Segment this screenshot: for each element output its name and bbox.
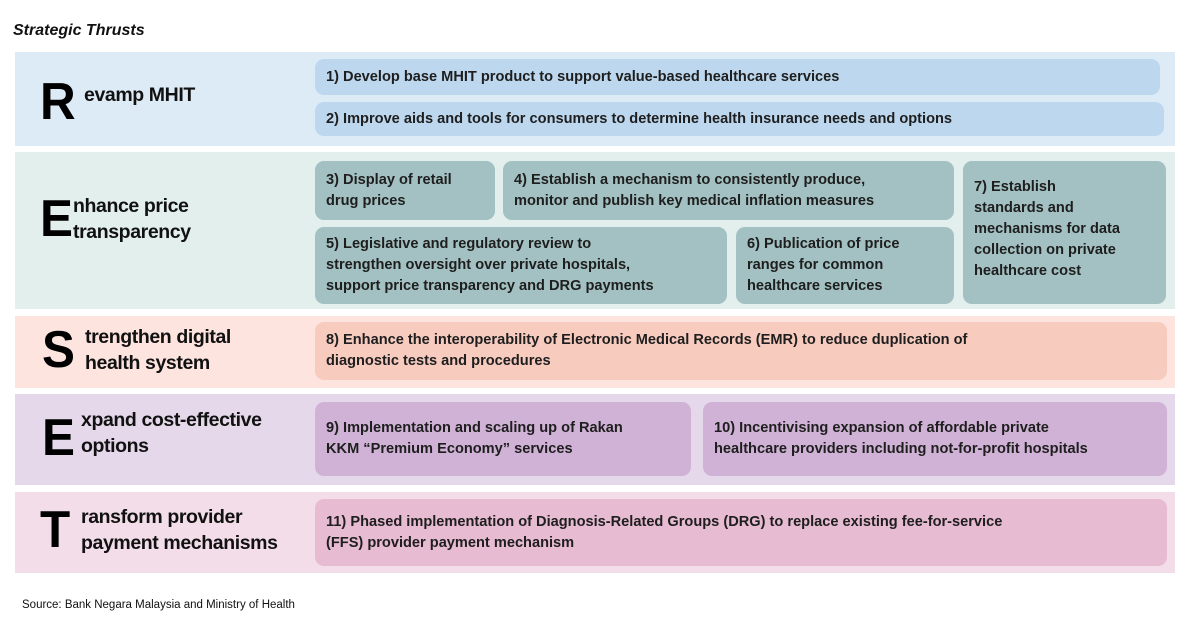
initiative-1: 1) Develop base MHIT product to support … [315, 59, 1160, 95]
thrust-letter: T [40, 501, 71, 559]
initiative-11: 11) Phased implementation of Diagnosis-R… [315, 499, 1167, 566]
initiative-5: 5) Legislative and regulatory review to … [315, 227, 727, 304]
source-note: Source: Bank Negara Malaysia and Ministr… [22, 599, 295, 611]
thrust-letter: E [42, 409, 75, 467]
figure-title: Strategic Thrusts [13, 22, 145, 39]
thrust-label: trengthen digital health system [85, 326, 231, 374]
initiative-8: 8) Enhance the interoperability of Elect… [315, 322, 1167, 380]
thrust-letter: E [40, 190, 73, 248]
initiative-4: 4) Establish a mechanism to consistently… [503, 161, 954, 220]
initiative-3: 3) Display of retail drug prices [315, 161, 495, 220]
thrust-label: xpand cost-effective options [81, 409, 262, 457]
initiative-9: 9) Implementation and scaling up of Raka… [315, 402, 691, 476]
thrust-label: nhance price transparency [73, 195, 191, 243]
thrust-label: ransform provider payment mechanisms [81, 506, 278, 554]
initiative-10: 10) Incentivising expansion of affordabl… [703, 402, 1167, 476]
initiative-7: 7) Establish standards and mechanisms fo… [963, 161, 1166, 304]
initiative-2: 2) Improve aids and tools for consumers … [315, 102, 1164, 136]
thrust-letter: R [40, 73, 76, 131]
initiative-6: 6) Publication of price ranges for commo… [736, 227, 954, 304]
thrust-letter: S [42, 321, 75, 379]
thrust-label: evamp MHIT [84, 84, 195, 106]
